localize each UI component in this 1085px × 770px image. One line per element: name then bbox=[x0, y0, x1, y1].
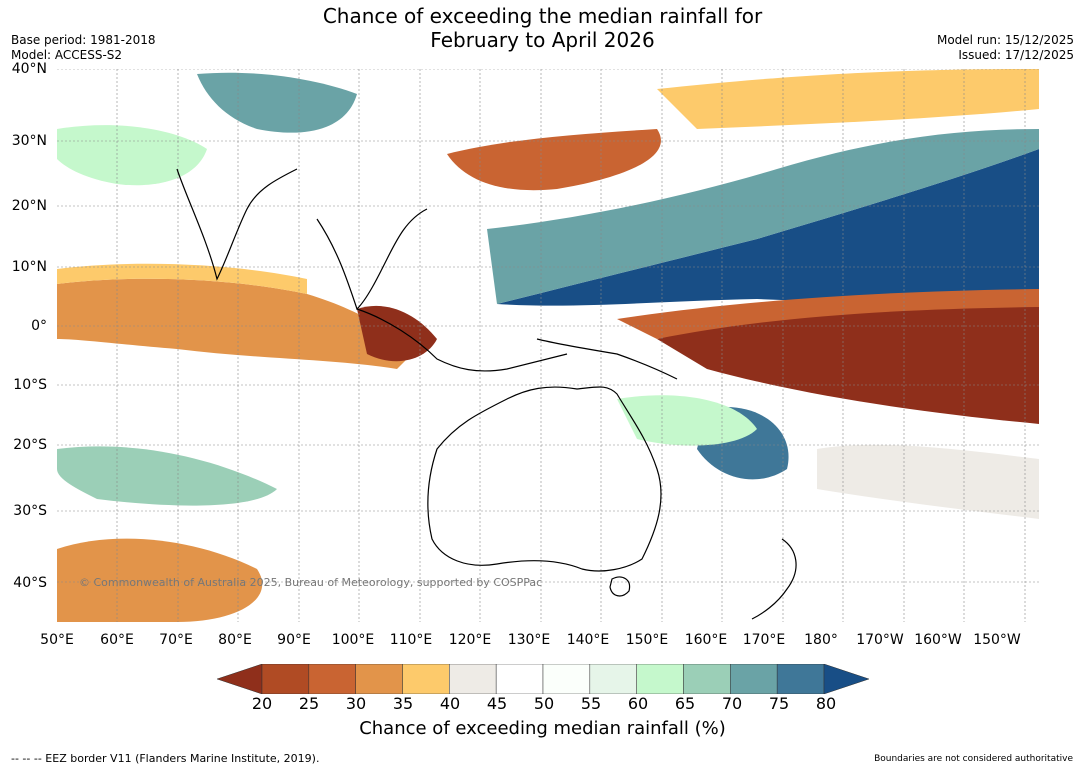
new-zealand-coast bbox=[751, 538, 797, 620]
png-coast bbox=[536, 338, 678, 380]
colorbar-label: 40 bbox=[439, 694, 461, 713]
lon-label: 130°E bbox=[507, 632, 551, 648]
lon-label: 110°E bbox=[389, 632, 433, 648]
colorbar bbox=[217, 664, 869, 694]
lon-label: 90°E bbox=[277, 632, 311, 648]
indonesia-coast bbox=[356, 308, 568, 372]
lon-label: 100°E bbox=[331, 632, 375, 648]
band-equatorial-orange bbox=[617, 289, 1039, 339]
colorbar-cell bbox=[402, 664, 450, 694]
india-coast bbox=[176, 168, 298, 281]
australia-coast bbox=[427, 386, 662, 572]
south-indian-green bbox=[57, 446, 277, 506]
lon-label: 60°E bbox=[100, 632, 134, 648]
colorbar-label: 70 bbox=[721, 694, 743, 713]
colorbar-cell-over bbox=[823, 664, 869, 694]
meta-right: Model run: 15/12/2025 Issued: 17/12/2025 bbox=[937, 33, 1074, 63]
south-west-orange bbox=[57, 538, 263, 622]
himalaya-teal bbox=[197, 72, 357, 133]
colorbar-cell bbox=[683, 664, 731, 694]
colorbar-cell bbox=[542, 664, 591, 694]
colorbar-cell-under bbox=[217, 664, 263, 694]
lon-label: 170°W bbox=[856, 632, 904, 648]
issued-date: Issued: 17/12/2025 bbox=[958, 48, 1074, 62]
map-title-line1: Chance of exceeding the median rainfall … bbox=[322, 4, 763, 28]
colorbar-label: 30 bbox=[345, 694, 367, 713]
coastlines bbox=[176, 168, 797, 620]
north-yellow bbox=[657, 69, 1039, 129]
lat-label: 0° bbox=[31, 318, 47, 334]
colorbar-cell bbox=[776, 664, 825, 694]
band-south-orange bbox=[57, 278, 417, 369]
north-atlas-orange bbox=[447, 129, 661, 191]
south-pacific-grey bbox=[817, 444, 1039, 519]
colorbar-cell bbox=[730, 664, 778, 694]
colorbar-cell bbox=[261, 664, 310, 694]
colorbar-label: 50 bbox=[533, 694, 555, 713]
copyright-watermark: © Commonwealth of Australia 2025, Bureau… bbox=[79, 576, 542, 589]
meta-left: Base period: 1981-2018 Model: ACCESS-S2 bbox=[11, 33, 156, 63]
lon-label: 160°W bbox=[914, 632, 962, 648]
lat-label: 30°S bbox=[13, 503, 47, 519]
lon-label: 70°E bbox=[159, 632, 193, 648]
band-equatorial-brown bbox=[657, 299, 1039, 424]
colorbar-label: 35 bbox=[392, 694, 414, 713]
tasmania-coast bbox=[609, 576, 631, 597]
colorbar-cell bbox=[495, 664, 544, 694]
lat-label: 40°S bbox=[13, 575, 47, 591]
colorbar-cell bbox=[589, 664, 637, 694]
lon-label: 160°E bbox=[684, 632, 728, 648]
lon-label: 80°E bbox=[218, 632, 252, 648]
boundaries-disclaimer: Boundaries are not considered authoritat… bbox=[874, 754, 1073, 764]
lat-label: 40°N bbox=[11, 61, 47, 77]
colorbar-cell bbox=[449, 664, 497, 694]
colorbar-label: 65 bbox=[674, 694, 696, 713]
map-title-line2: February to April 2026 bbox=[430, 28, 655, 52]
model-run: Model run: 15/12/2025 bbox=[936, 33, 1074, 47]
colorbar-label: 55 bbox=[580, 694, 602, 713]
colorbar-label: 20 bbox=[251, 694, 273, 713]
lat-label: 10°N bbox=[11, 259, 47, 275]
colorbar-label: 25 bbox=[298, 694, 320, 713]
band-north-pacific-blue bbox=[497, 149, 1039, 306]
colorbar-label: 45 bbox=[486, 694, 508, 713]
eez-border-note: -- -- -- EEZ border V11 (Flanders Marine… bbox=[11, 752, 320, 765]
coral-sea-green bbox=[617, 395, 757, 446]
lat-label: 10°S bbox=[13, 377, 47, 393]
lon-label: 150°E bbox=[625, 632, 669, 648]
colorbar-cell bbox=[308, 664, 356, 694]
lat-label: 30°N bbox=[11, 133, 47, 149]
lon-label: 170°E bbox=[742, 632, 786, 648]
lat-label: 20°N bbox=[11, 198, 47, 214]
colorbar-cell bbox=[355, 664, 403, 694]
lon-label: 150°W bbox=[973, 632, 1021, 648]
colorbar-label: 60 bbox=[627, 694, 649, 713]
band-south-yellow bbox=[57, 263, 307, 294]
lon-label: 140°E bbox=[566, 632, 610, 648]
graticule bbox=[57, 69, 1039, 622]
map-title: Chance of exceeding the median rainfall … bbox=[0, 4, 1085, 52]
probability-field bbox=[57, 69, 1039, 622]
band-north-pacific-teal bbox=[487, 129, 1039, 304]
lon-label: 180° bbox=[804, 632, 838, 648]
colorbar-title: Chance of exceeding median rainfall (%) bbox=[359, 718, 726, 739]
colorbar-label: 75 bbox=[768, 694, 790, 713]
lat-label: 20°S bbox=[13, 437, 47, 453]
colorbar-label: 80 bbox=[815, 694, 837, 713]
rainfall-map[interactable]: © Commonwealth of Australia 2025, Bureau… bbox=[57, 69, 1039, 622]
sea-asia-coast bbox=[316, 208, 428, 311]
lon-label: 120°E bbox=[448, 632, 492, 648]
base-period: Base period: 1981-2018 bbox=[11, 33, 156, 47]
maritime-brown bbox=[357, 305, 437, 362]
model-name: Model: ACCESS-S2 bbox=[11, 48, 123, 62]
colorbar-cell bbox=[636, 664, 684, 694]
lon-label: 50°E bbox=[40, 632, 74, 648]
north-india-green bbox=[57, 125, 207, 186]
